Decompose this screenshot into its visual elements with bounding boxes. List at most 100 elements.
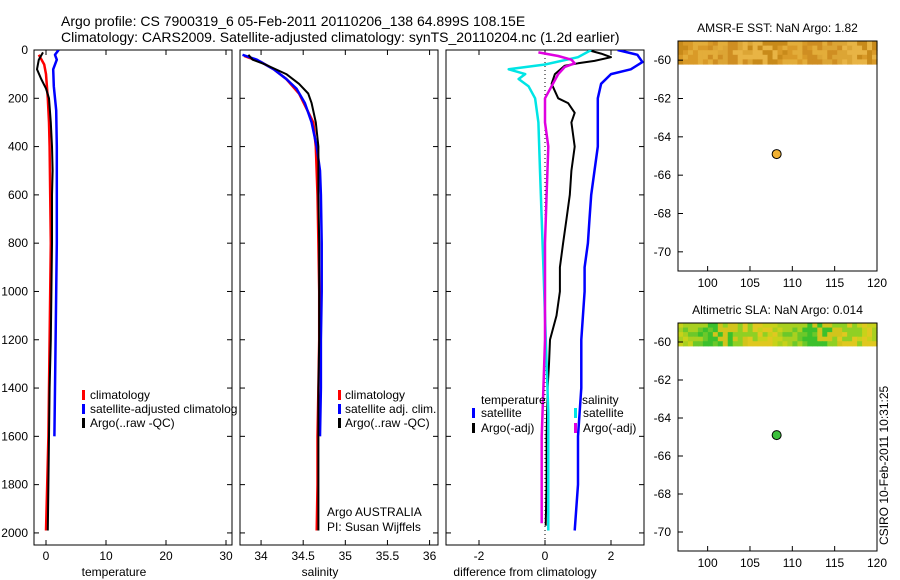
map-data-cell [692,327,699,333]
map-data-cell [772,45,779,51]
map-data-cell [702,45,709,51]
map-data-cell [752,54,759,60]
map-data-cell [807,336,813,342]
map-data-cell [807,332,813,338]
map-data-cell [782,327,789,333]
map-data-cell [857,332,863,338]
map-data-cell [827,59,833,65]
map-data-cell [772,59,779,65]
map-data-cell [777,45,784,51]
map-data-cell [797,332,803,338]
map-data-cell [692,59,699,65]
map-data-cell [842,323,848,329]
map-data-cell [757,327,764,333]
map-data-cell [792,323,798,329]
map-data-cell [867,336,873,342]
lon-tick-label: 110 [783,556,802,570]
map-data-cell [697,50,704,56]
map-data-cell [852,327,858,333]
lat-tick-label: -60 [654,53,672,67]
map-data-cell [842,332,848,338]
map-data-cell [792,50,798,56]
map-data-cell [817,341,823,347]
map-data-cell [817,327,823,333]
map-data-cell [847,54,853,60]
lat-tick-label: -62 [654,373,672,387]
map-data-cell [762,327,769,333]
map-data-cell [752,50,759,56]
legend-label: Argo(-adj) [583,421,636,435]
map-data-cell [792,341,798,347]
map-data-cell [797,341,803,347]
map-data-cell [727,45,734,51]
map-data-cell [702,323,709,329]
map-data-cell [822,41,828,47]
map-data-cell [792,41,798,47]
map-data-cell [867,41,873,47]
map-data-cell [727,59,734,65]
map-data-cell [762,45,769,51]
map-data-cell [832,59,838,65]
map-data-cell [867,54,873,60]
map-title: AMSR-E SST: NaN Argo: 1.82 [697,21,858,35]
legend-label: satellite [583,406,624,420]
depth-tick-label: 1400 [1,381,28,395]
map-data-cell [822,59,828,65]
x-tick-label: 0 [542,549,549,563]
map-data-cell [767,41,774,47]
map-data-cell [827,54,833,60]
map-data-cell [697,327,704,333]
depth-tick-label: 1000 [1,284,28,298]
lon-tick-label: 115 [825,556,844,570]
map-data-cell [822,50,828,56]
map-data-cell [682,45,689,51]
map-data-cell [862,50,868,56]
lat-tick-label: -66 [654,449,672,463]
depth-tick-label: 2000 [1,526,28,540]
lon-tick-label: 120 [867,276,887,290]
map-data-cell [872,50,878,56]
map-data-cell [812,41,818,47]
map-data-cell [797,59,803,65]
legend-header-temperature: temperature [481,393,546,407]
map-data-cell [782,341,789,347]
map-data-cell [687,45,694,51]
lat-tick-label: -64 [654,411,672,425]
series-line-argo [247,54,321,531]
map-data-cell [742,45,749,51]
legend-swatch-climatology [338,390,341,400]
map-data-cell [867,332,873,338]
map-data-cell [757,45,764,51]
map-data-cell [867,50,873,56]
map-data-cell [682,332,689,338]
map-data-cell [737,327,744,333]
map-data-cell [777,50,784,56]
map-data-cell [757,323,764,329]
map-data-cell [732,45,739,51]
lat-tick-label: -68 [654,487,672,501]
map-data-cell [692,336,699,342]
x-tick-label: 35 [339,549,353,563]
difference-profile-panel: -2 0 2 difference from climatology temperatu… [445,49,645,579]
map-data-cell [797,323,803,329]
x-tick-label: 10 [99,549,113,563]
x-tick-label: 20 [159,549,173,563]
map-data-cell [822,332,828,338]
map-data-cell [832,50,838,56]
map-data-cell [782,50,789,56]
map-data-cell [712,336,719,342]
map-data-cell [747,341,754,347]
map-data-cell [687,341,694,347]
map-data-cell [847,332,853,338]
map-data-cell [737,54,744,60]
map-data-cell [682,336,689,342]
map-data-cell [812,59,818,65]
map-data-cell [757,41,764,47]
legend-label: satellite-adjusted climatolog [90,402,237,416]
depth-tick-label: 400 [8,140,28,154]
legend-label: satellite [481,406,522,420]
map-data-cell [717,336,724,342]
map-data-cell [767,45,774,51]
map-data-cell [772,323,779,329]
map-data-cell [692,45,699,51]
